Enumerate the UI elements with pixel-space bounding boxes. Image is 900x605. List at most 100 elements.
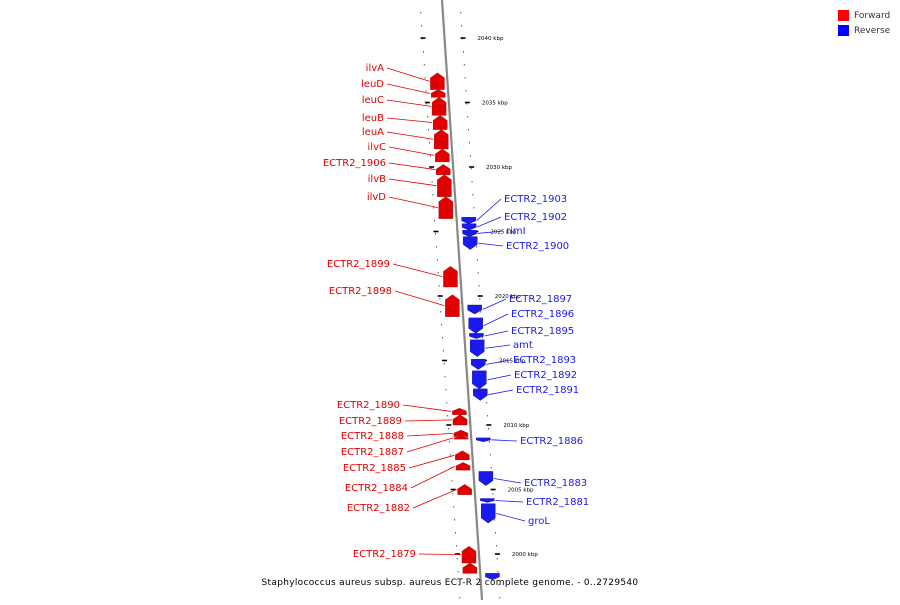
label-leader-ECTR2_1881 [495,500,524,503]
gene-label-ilvB: ilvB [368,174,386,185]
label-leader-ECTR2_1903 [476,198,502,221]
gene-arrow-groL [481,503,496,524]
gene-label-ECTR2_1899: ECTR2_1899 [327,259,390,270]
label-leader-ECTR2_1892 [487,374,512,381]
gene-label-ECTR2_1881: ECTR2_1881 [526,497,589,508]
gene-label-ECTR2_1900: ECTR2_1900 [506,241,569,252]
tick-label: 2005 kbp [508,488,534,494]
gene-arrow-ECTR2_1903 [461,217,476,224]
label-leader-ECTR2_1883 [493,478,522,484]
gene-label-ECTR2_1895: ECTR2_1895 [511,326,574,337]
legend-reverse: Reverse [838,23,898,38]
label-leader-ECTR2_1906 [388,162,436,170]
gene-arrow-ECTR2_1887 [453,436,469,440]
gene-features [430,72,500,581]
gene-label-ECTR2_1886: ECTR2_1886 [520,436,583,447]
legend-forward-label: Forward [854,10,891,21]
label-leader-ECTR2_1900 [478,242,504,247]
label-leader-ilvC [388,146,435,156]
label-leader-ECTR2_1887 [406,437,454,453]
gene-label-ECTR2_1890: ECTR2_1890 [337,400,400,411]
label-leader-ECTR2_1879 [418,553,461,556]
gene-label-ECTR2_1902: ECTR2_1902 [504,212,567,223]
gene-arrow-ECTR2_1879 [461,546,477,564]
gene-arrow-ECTR2_1889 [452,414,468,426]
label-leader-leuD [386,83,431,94]
label-leader-rimI [477,230,504,234]
tick-label: 2010 kbp [503,423,529,429]
gene-arrow-amt [470,339,485,357]
tick-label: 2030 kbp [486,165,512,171]
label-leader-ECTR2_1886 [491,439,518,442]
legend-reverse-label: Reverse [854,25,891,36]
label-leader-leuA [386,131,434,140]
gene-label-ECTR2_1906: ECTR2_1906 [323,158,386,169]
tick-label: 2015 kbp [499,359,525,365]
gene-label-ilvD: ilvD [367,192,386,203]
gene-label-ilvA: ilvA [366,63,384,74]
label-leader-amt [485,344,511,349]
gene-arrow-leuD [431,89,446,98]
gene-arrow-ECTR2_1892 [472,370,487,390]
gene-arrow-ilvC [435,148,450,163]
gene-arrow-ilvB [437,174,452,197]
label-leader-ilvB [388,178,437,187]
gene-arrow-ECTR2_1883 [478,471,494,486]
gene-arrow-ECTR2_1882 [457,484,472,495]
label-leader-leuC [386,99,432,107]
label-leader-ilvD [388,196,438,209]
label-leader-groL [496,512,526,522]
legend: Forward Reverse [838,8,898,38]
gene-label-ECTR2_1892: ECTR2_1892 [514,370,577,381]
label-leader-ECTR2_1899 [392,263,443,278]
gene-label-ECTR2_1882: ECTR2_1882 [347,503,410,514]
gene-label-ECTR2_1884: ECTR2_1884 [345,483,408,494]
gene-arrow-rimI [462,230,477,237]
gene-arrow-leuB [432,115,448,130]
reverse-swatch [838,25,849,36]
label-leader-ECTR2_1893 [486,359,511,365]
gene-arrow-ECTR2_1895 [469,333,484,339]
gene-label-ECTR2_1885: ECTR2_1885 [343,463,406,474]
gene-arrow-ilvA [430,72,445,90]
gene-label-leuC: leuC [362,95,384,106]
gene-label-ECTR2_1891: ECTR2_1891 [516,385,579,396]
gene-label-ECTR2_1897: ECTR2_1897 [509,294,572,305]
genome-backbone [440,0,484,601]
gene-arrow-ECTR2_1884 [455,462,471,471]
gene-arrow-ECTR2_1890 [452,408,467,415]
gene-label-leuD: leuD [361,79,384,90]
label-leader-ECTR2_1895 [484,330,509,337]
gene-label-groL: groL [528,516,550,527]
tick-label: 2040 kbp [478,36,504,42]
gene-arrow-ECTR2_1897 [467,304,482,315]
tick-label: 2025 kbp [490,230,516,236]
gene-label-ECTR2_1883: ECTR2_1883 [524,478,587,489]
label-leader-ECTR2_1897 [482,298,507,310]
gene-label-ECTR2_1903: ECTR2_1903 [504,194,567,205]
gene-arrow-ECTR2_1906 [436,164,451,175]
label-leader-ECTR2_1890 [402,404,452,412]
label-leader-ilvA [386,67,430,82]
gene-arrow-ECTR2_1888 [453,429,469,437]
gene-label-ECTR2_1889: ECTR2_1889 [339,416,402,427]
gene-arrow-ECTR2_1900 [463,236,478,250]
legend-forward: Forward [838,8,898,23]
tick-label: 2000 kbp [512,552,538,558]
label-leader-ECTR2_1896 [483,313,509,327]
gene-arrow-ECTR2_1885 [455,450,470,461]
gene-arrow-ECTR2_1881 [480,498,495,503]
gene-label-rimI: rimI [506,226,526,237]
gene-arrow-leuC [431,97,447,116]
gene-arrow-leuA [434,129,449,150]
gene-arrow-ECTR2_1886 [476,437,491,442]
gene-label-ECTR2_1888: ECTR2_1888 [341,431,404,442]
gene-labels: ilvA leuD leuC leuB leuA ilvC ECTR2_1906 ilvB il… [323,63,589,560]
gene-arrow-ECTR2_1891 [473,388,488,401]
label-leader-ECTR2_1882 [412,489,457,509]
label-leader-ECTR2_1898 [394,290,445,307]
gene-label-ECTR2_1879: ECTR2_1879 [353,549,416,560]
label-leader-ECTR2_1884 [410,465,456,489]
